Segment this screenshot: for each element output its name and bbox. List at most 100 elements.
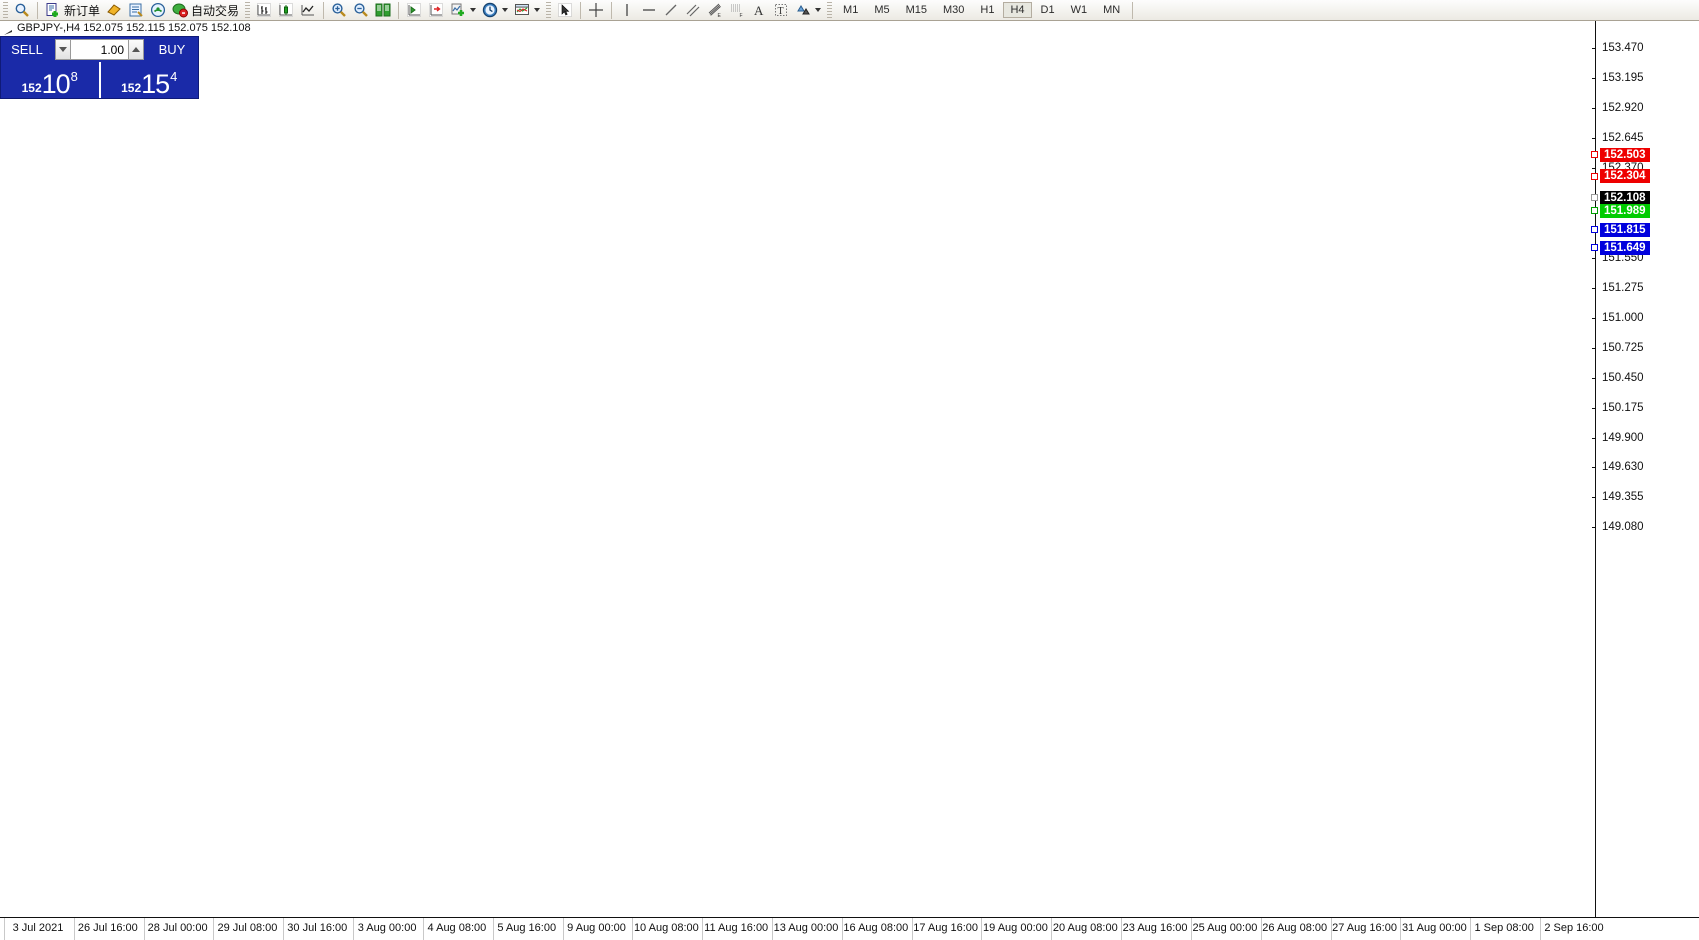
time-axis-separator	[422, 918, 424, 940]
bar-chart-button[interactable]	[253, 1, 275, 20]
support-level-2[interactable]: 151.649	[1600, 240, 1650, 255]
fib-expansion-tool-button[interactable]: F	[726, 1, 748, 20]
resistance-level-1-handle[interactable]	[1591, 151, 1598, 159]
zoom-out-button[interactable]	[350, 1, 372, 20]
time-axis[interactable]: 3 Jul 2021 26 Jul 16:00 28 Jul 00:00 29 Jul…	[0, 917, 1699, 940]
chevron-down-icon-4[interactable]	[815, 8, 822, 12]
resistance-level-2-handle[interactable]	[1591, 172, 1598, 180]
support-level-2-handle[interactable]	[1591, 244, 1598, 252]
toolbar-grip-3[interactable]	[546, 1, 552, 19]
auto-trading-button[interactable]: 自动交易	[169, 1, 242, 20]
bid-price[interactable]: 152 10 8	[1, 62, 99, 98]
timeframe-h1[interactable]: H1	[980, 4, 995, 16]
indicators-button[interactable]	[447, 1, 479, 20]
volume-decrement-button[interactable]	[55, 39, 71, 60]
time-axis-separator	[702, 918, 704, 940]
buy-button[interactable]: BUY	[146, 37, 198, 62]
find-icon[interactable]	[11, 1, 33, 20]
channel-icon	[685, 2, 701, 18]
horizontal-line-tool-button[interactable]	[638, 1, 660, 20]
text-tool-button[interactable]: A	[748, 1, 770, 20]
price-tick: 149.355	[1592, 491, 1644, 503]
chevron-down-icon[interactable]	[470, 8, 477, 12]
price-axis[interactable]: 153.470153.195152.920152.645152.370152.1…	[1591, 21, 1699, 917]
timeframe-mn[interactable]: MN	[1103, 4, 1121, 16]
time-axis-separator	[492, 918, 494, 940]
time-axis-label: 3 Aug 00:00	[357, 922, 417, 934]
trendline-tool-button[interactable]	[660, 1, 682, 20]
new-order-button[interactable]: 新订单	[42, 1, 103, 20]
templates-button[interactable]	[511, 1, 543, 20]
time-axis-separator	[772, 918, 773, 940]
vertical-line-tool-button[interactable]	[616, 1, 638, 20]
chart-shift-button[interactable]	[425, 1, 447, 20]
support-level-1[interactable]: 151.815	[1600, 222, 1650, 237]
scroll-end-button[interactable]	[403, 1, 425, 20]
timeframe-m30[interactable]: M30	[943, 4, 965, 16]
volume-increment-button[interactable]	[128, 39, 144, 60]
zoom-in-button[interactable]	[328, 1, 350, 20]
time-axis-separator	[841, 918, 843, 940]
time-axis-separator	[1330, 918, 1332, 940]
chevron-down-icon-3[interactable]	[534, 8, 541, 12]
volume-input[interactable]: 1.00	[71, 39, 128, 60]
support-level-1-handle[interactable]	[1591, 226, 1598, 234]
shapes-tool-button[interactable]	[792, 1, 824, 20]
caret-up-icon	[132, 47, 140, 52]
line-chart-button[interactable]	[297, 1, 319, 20]
toolbar-grip[interactable]	[3, 1, 8, 19]
timeframe-m15[interactable]: M15	[905, 4, 927, 16]
channel-tool-button[interactable]	[682, 1, 704, 20]
current-price-level-handle[interactable]	[1591, 194, 1598, 202]
toolbar-grip-4[interactable]	[827, 1, 833, 19]
fibonacci-tool-button[interactable]: E	[704, 1, 726, 20]
ask-price-prefix: 152	[121, 81, 142, 95]
timeframe-m1[interactable]: M1	[843, 4, 859, 16]
label-tool-button[interactable]: T	[770, 1, 792, 20]
price-tick: 149.080	[1592, 521, 1644, 533]
time-axis-label: 26 Aug 08:00	[1262, 922, 1328, 934]
price-tick-label: 150.725	[1602, 341, 1644, 354]
price-tick: 153.470	[1592, 42, 1644, 54]
pivot-level-handle[interactable]	[1591, 207, 1598, 215]
sell-button[interactable]: SELL	[1, 37, 53, 62]
time-axis-separator	[143, 918, 145, 940]
timeframe-w1[interactable]: W1	[1070, 4, 1088, 16]
resistance-level-2[interactable]: 152.304	[1600, 169, 1650, 184]
zoom-out-icon	[353, 2, 369, 18]
volume-stepper[interactable]: 1.00	[53, 37, 146, 62]
timeframe-m5[interactable]: M5	[874, 4, 890, 16]
current-price-level[interactable]: 152.108	[1600, 190, 1650, 205]
crosshair-tool-button[interactable]	[585, 1, 607, 20]
timeframe-h4[interactable]: H4	[1003, 2, 1032, 18]
svg-text:A: A	[754, 3, 764, 18]
toolbar-grip-2[interactable]	[245, 1, 251, 19]
data-window-button[interactable]	[125, 1, 147, 20]
price-tick: 149.900	[1592, 432, 1644, 444]
one-click-top-row: SELL 1.00 BUY	[1, 37, 198, 62]
candlestick-chart-button[interactable]	[275, 1, 297, 20]
resistance-level-1[interactable]: 152.503	[1600, 147, 1650, 162]
time-axis-label: 28 Jul 00:00	[147, 922, 208, 934]
cursor-tool-button[interactable]	[554, 1, 576, 20]
price-tick: 153.195	[1592, 72, 1644, 84]
chart-window[interactable]: GBPJPY-,H4 152.075 152.115 152.075 152.1…	[0, 21, 1699, 940]
ask-price[interactable]: 152 15 4	[98, 62, 199, 98]
chevron-down-icon-2[interactable]	[502, 8, 509, 12]
periods-button[interactable]	[479, 1, 511, 20]
bid-price-sup: 8	[70, 69, 78, 84]
timeframe-d1[interactable]: D1	[1040, 4, 1055, 16]
expert-advisors-button[interactable]	[103, 1, 125, 20]
time-axis-separator	[353, 918, 355, 940]
main-toolbar: 新订单 自动交易	[0, 0, 1699, 21]
label-icon: T	[773, 2, 789, 18]
navigator-button[interactable]	[147, 1, 169, 20]
pivot-level[interactable]: 151.989	[1600, 203, 1650, 218]
toolbar-separator-6	[1132, 1, 1134, 19]
symbols-button[interactable]	[372, 1, 394, 20]
time-axis-label: 13 Aug 00:00	[773, 922, 839, 934]
one-click-trading-panel[interactable]: SELL 1.00 BUY 152 10 8 152 15 4	[0, 36, 199, 99]
time-axis-separator	[4, 918, 5, 940]
time-axis-separator	[981, 918, 983, 940]
